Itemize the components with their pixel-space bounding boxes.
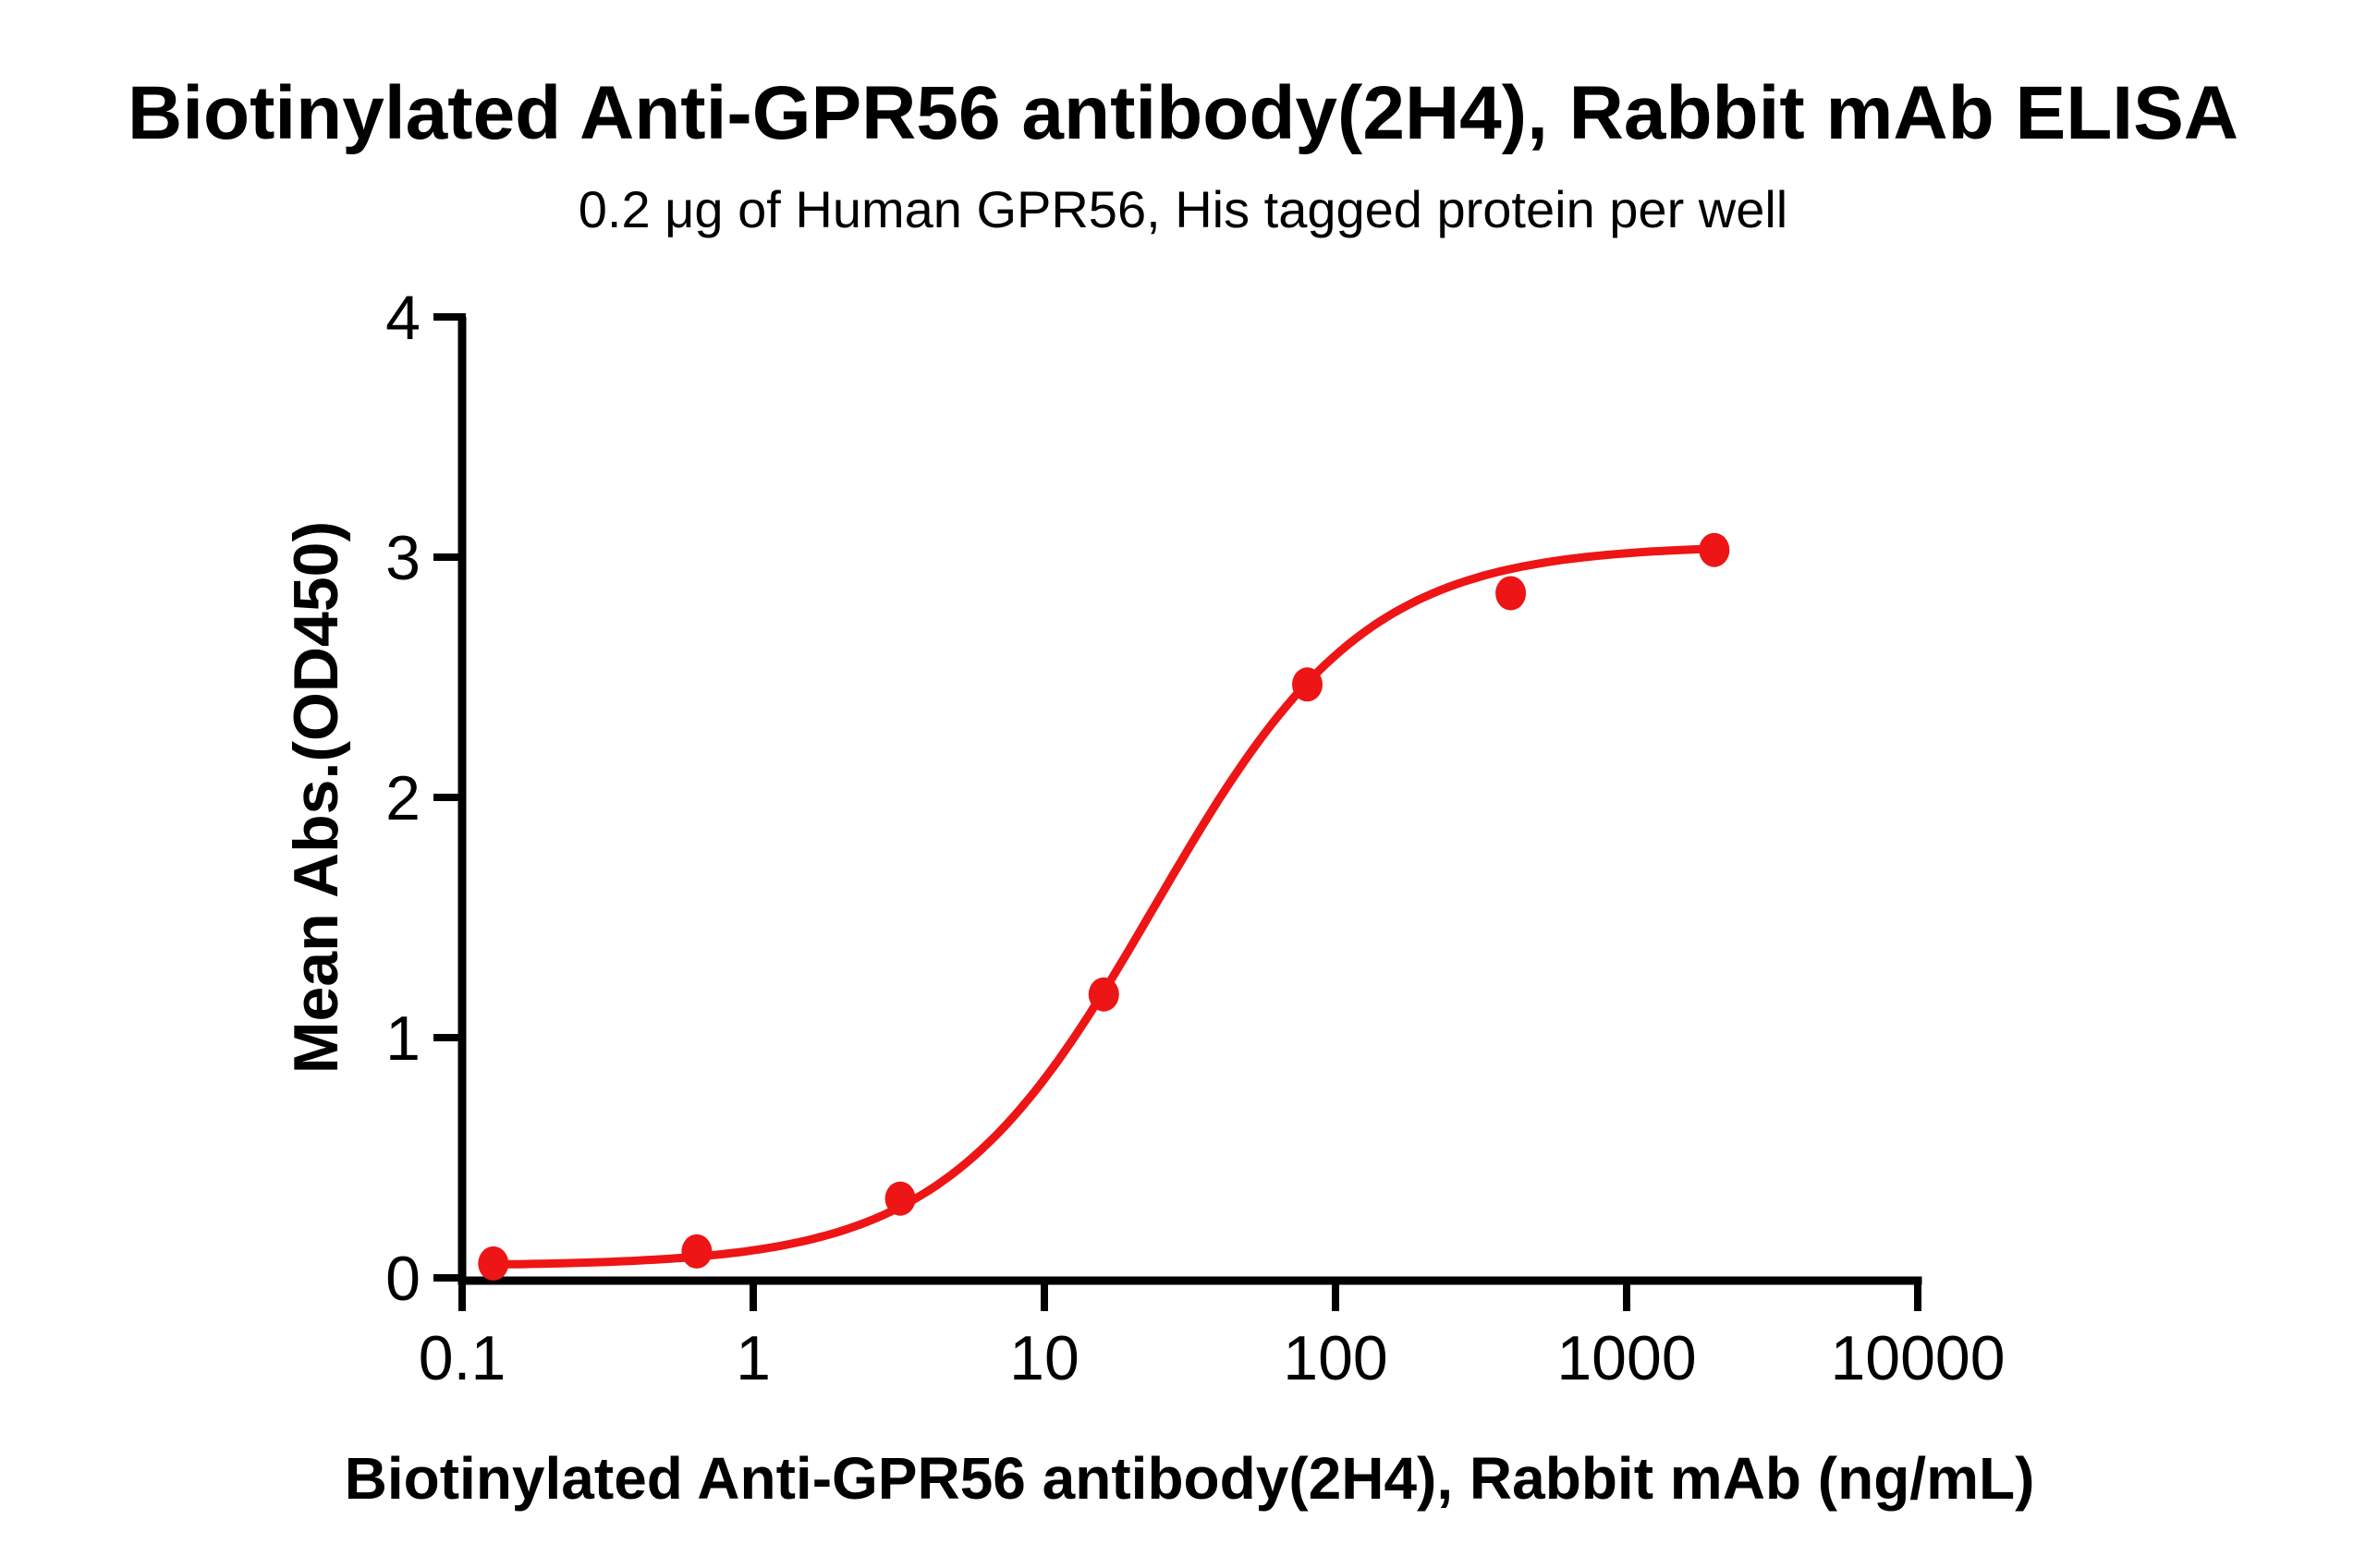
data-point bbox=[478, 1246, 509, 1281]
fit-curve bbox=[489, 544, 1719, 1269]
x-tick-label: 10000 bbox=[1830, 1323, 2005, 1393]
y-tick-label: 2 bbox=[385, 763, 421, 833]
x-tick-label: 0.1 bbox=[419, 1323, 506, 1393]
data-point bbox=[681, 1234, 713, 1269]
chart-subtitle: 0.2 μg of Human GPR56, His tagged protei… bbox=[579, 180, 1788, 238]
data-point bbox=[1292, 667, 1323, 702]
data-point bbox=[1495, 576, 1527, 611]
y-tick-label: 3 bbox=[385, 523, 421, 593]
y-tick-label: 0 bbox=[385, 1244, 421, 1314]
x-tick-label: 1000 bbox=[1556, 1323, 1696, 1393]
y-tick-label: 4 bbox=[385, 283, 421, 353]
x-axis-title: Biotinylated Anti-GPR56 antibody(2H4), R… bbox=[345, 1445, 2035, 1512]
plot-area: 0 1 2 3 4 0.1 1 10 100 1000 10000 bbox=[385, 283, 2005, 1393]
data-point bbox=[1088, 977, 1119, 1012]
data-point bbox=[884, 1181, 916, 1216]
x-tick-label: 100 bbox=[1283, 1323, 1387, 1393]
y-tick-label: 1 bbox=[385, 1003, 421, 1074]
chart-title: Biotinylated Anti-GPR56 antibody(2H4), R… bbox=[128, 71, 2238, 155]
x-tick-label: 1 bbox=[736, 1323, 771, 1393]
x-tick-label: 10 bbox=[1009, 1323, 1079, 1393]
data-point bbox=[1699, 532, 1730, 567]
y-axis-title: Mean Abs.(OD450) bbox=[281, 521, 351, 1074]
